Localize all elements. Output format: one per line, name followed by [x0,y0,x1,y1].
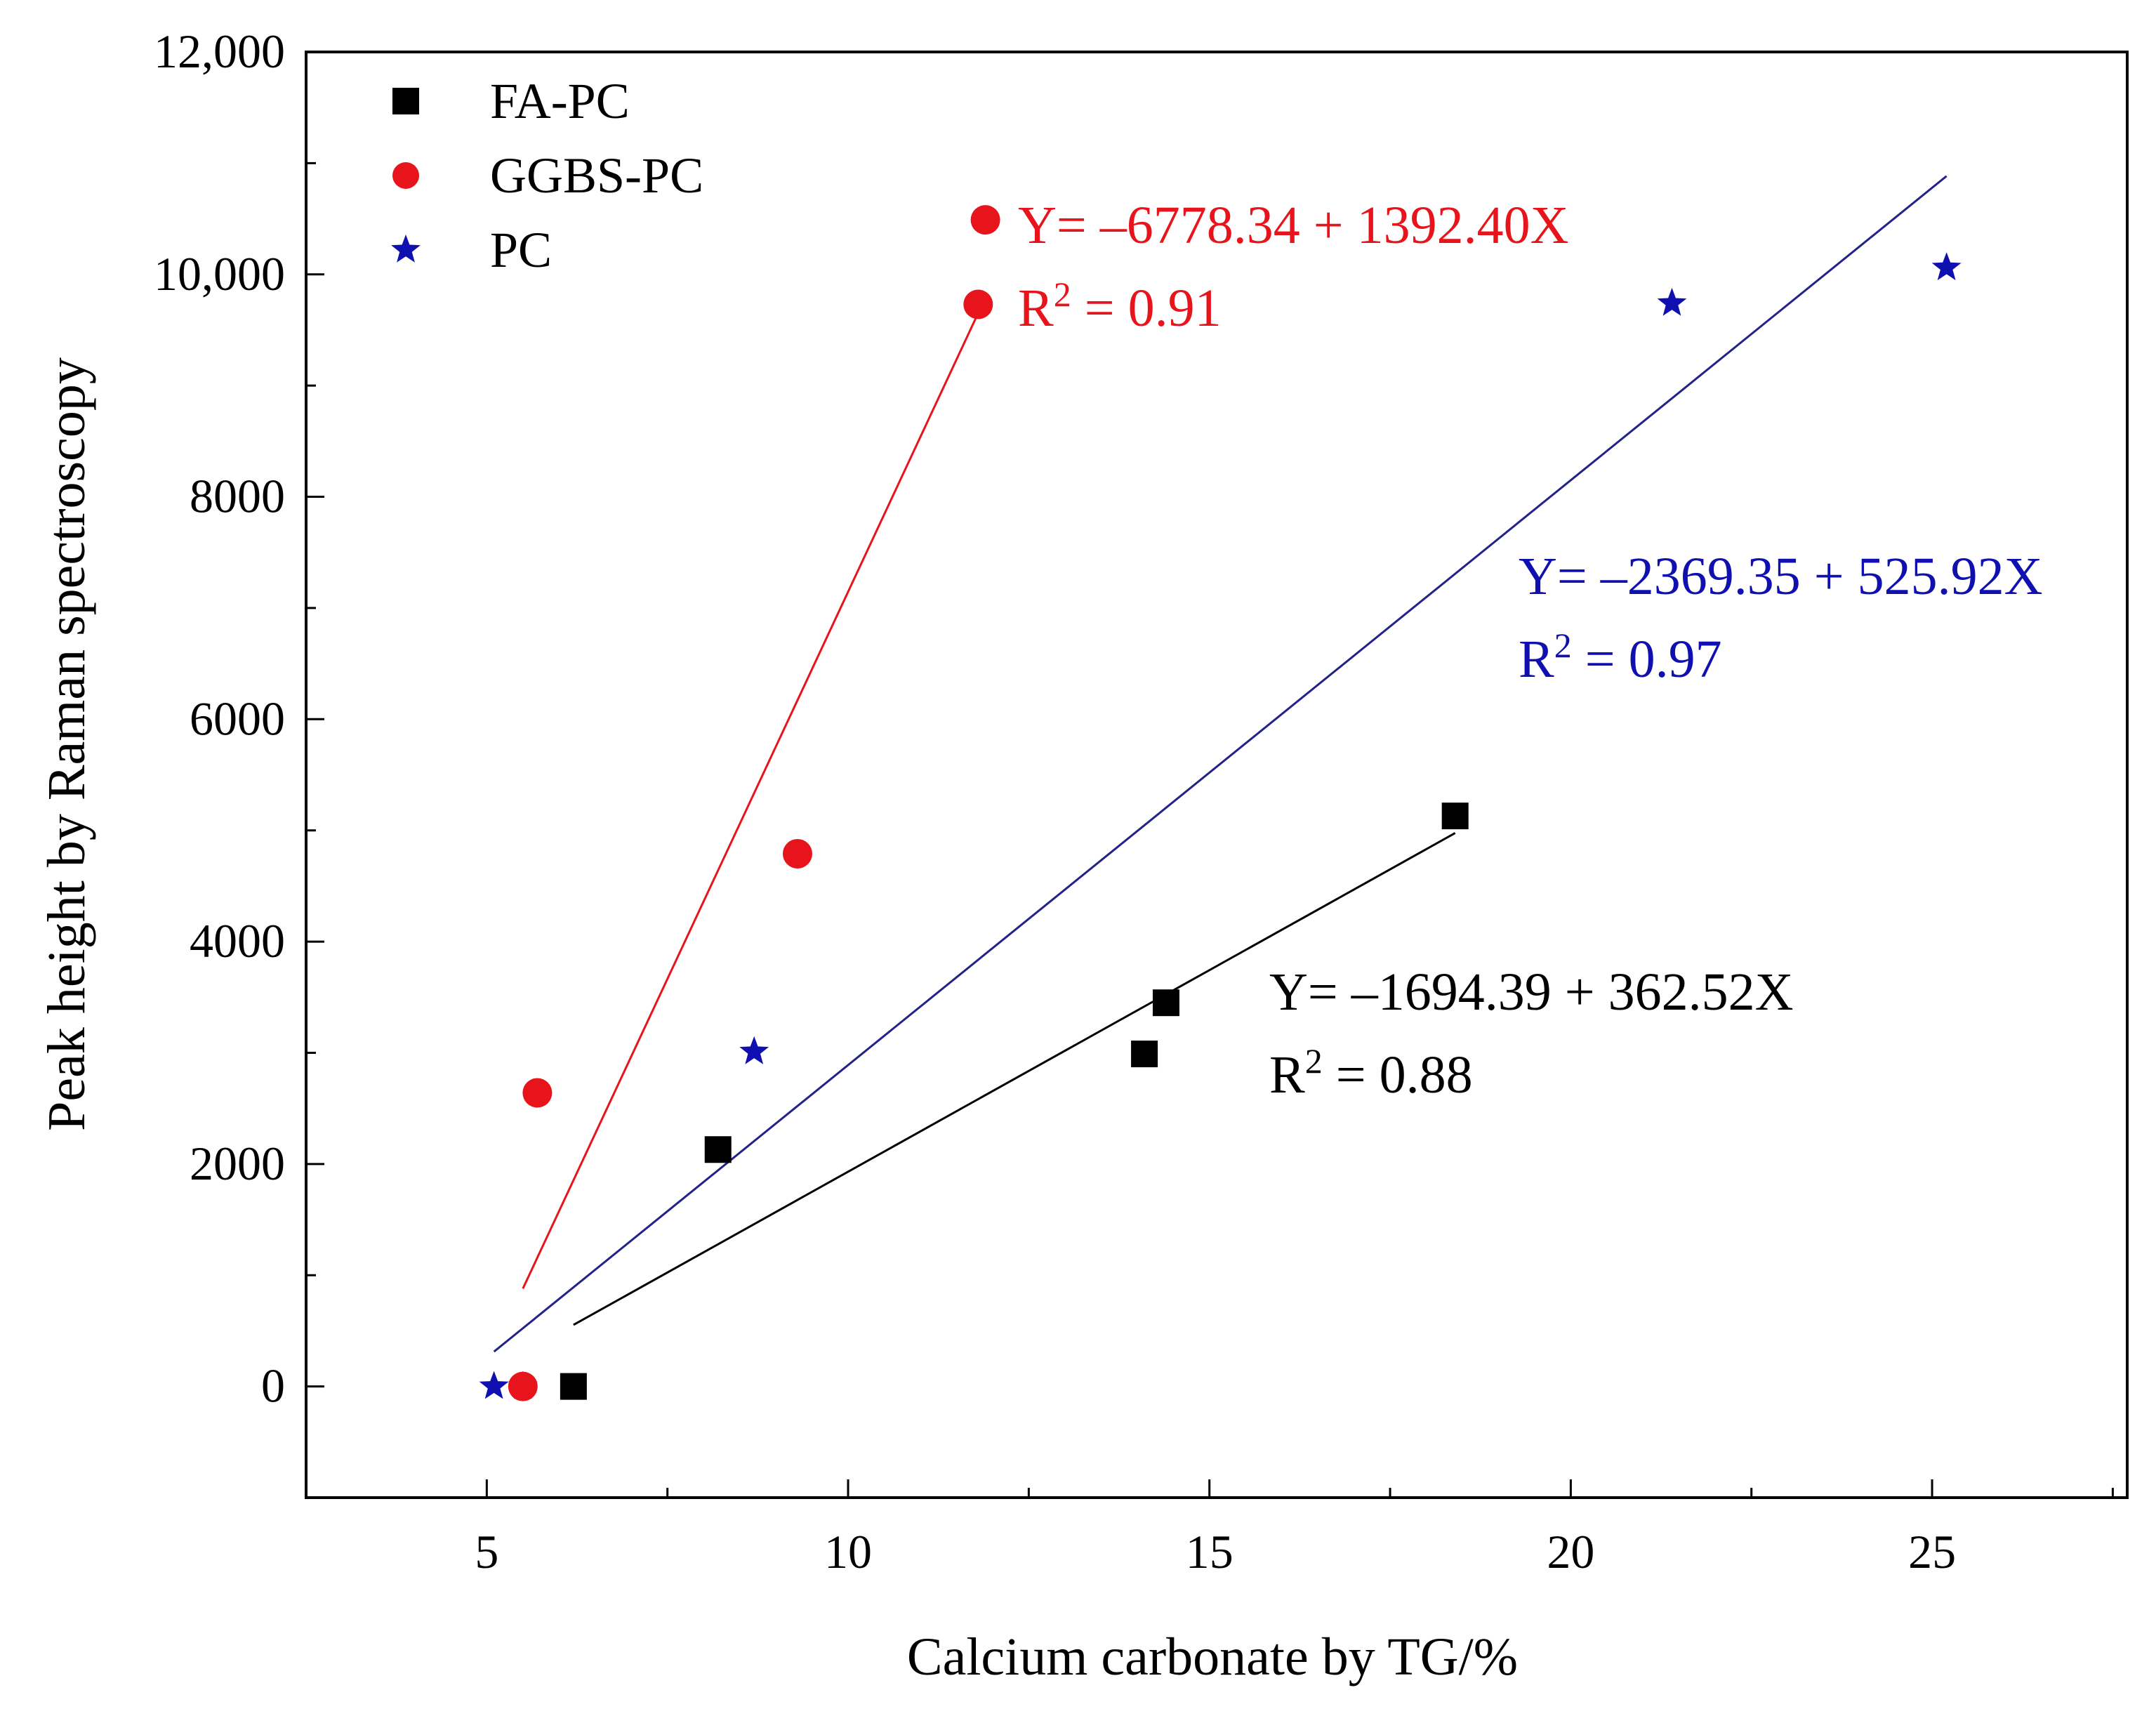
data-point-fa-pc [1441,803,1469,830]
equation-ggbs-pc: Y= –6778.34 + 1392.40X [1018,196,1569,255]
equation-pc: Y= –2369.35 + 525.92X [1519,547,2043,606]
data-point-pc [1931,252,1962,281]
legend-label-pc: PC [490,222,552,278]
data-point-fa-pc [1131,1041,1158,1068]
y-tick-label: 12,000 [154,25,285,78]
y-tick-label: 2000 [190,1137,285,1190]
data-point-pc [479,1371,509,1399]
fit-line-fa-pc [573,832,1456,1326]
fit-line-pc [493,175,1947,1353]
data-point-ggbs-pc [970,205,1000,235]
data-point-ggbs-pc [522,1078,553,1108]
data-point-ggbs-pc [963,289,993,319]
y-tick-label: 4000 [190,914,285,968]
equation-fa-pc: Y= –1694.39 + 362.52X [1269,963,1794,1022]
legend-marker-ggbs-pc [392,162,419,189]
y-tick-label: 10,000 [154,247,285,301]
legend-marker-fa-pc [392,88,419,114]
data-point-fa-pc [1152,989,1179,1017]
x-axis-title: Calcium carbonate by TG/% [907,1628,1518,1687]
axes-layer: 5 10 15 20 25 0 2000 4000 6000 8000 10,000 12,000 [154,25,2129,1578]
data-points-layer [479,205,1962,1401]
data-point-ggbs-pc [782,838,812,869]
r-squared-pc: R2 = 0.97 [1519,626,1722,689]
data-point-fa-pc [560,1373,587,1400]
data-point-pc [739,1036,769,1064]
r-squared-ggbs-pc: R2 = 0.91 [1018,275,1222,338]
y-tick-label: 6000 [190,692,285,745]
equations-layer: Y= –1694.39 + 362.52X R2 = 0.88 Y= –6778.3… [1018,196,2043,1104]
x-tick-label: 5 [475,1525,498,1578]
x-tick-label: 25 [1908,1525,1956,1578]
x-tick-label: 15 [1186,1525,1234,1578]
x-tick-label: 20 [1547,1525,1594,1578]
legend-marker-pc [391,235,421,263]
legend-label-fa-pc: FA-PC [490,73,630,129]
plot-frame [305,51,2129,1499]
data-point-pc [1657,287,1687,316]
r-squared-fa-pc: R2 = 0.88 [1269,1041,1473,1104]
legend-label-ggbs-pc: GGBS-PC [490,147,703,204]
legend: FA-PC GGBS-PC PC [391,73,703,278]
y-tick-label: 8000 [190,470,285,523]
fit-lines-layer [493,175,1947,1353]
y-tick-label: 0 [261,1359,285,1413]
data-point-ggbs-pc [508,1371,538,1401]
fit-line-ggbs-pc [522,312,979,1289]
y-axis-title: Peak height by Raman spectroscopy [37,357,96,1131]
data-point-fa-pc [704,1136,732,1163]
x-tick-label: 10 [824,1525,872,1578]
